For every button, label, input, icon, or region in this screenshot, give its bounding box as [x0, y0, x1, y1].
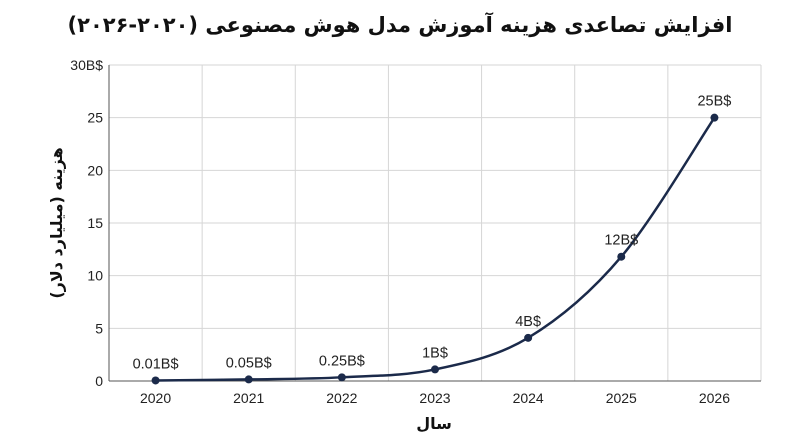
data-labels: 0.01B$ 0.05B$ 0.25B$ 1B$ 4B$ 12B$ 25B$: [133, 94, 732, 373]
data-label: 0.05B$: [226, 355, 272, 371]
x-tick-label: 2021: [233, 390, 264, 406]
data-point: [617, 252, 626, 261]
y-tick-label: 20: [87, 162, 103, 178]
data-point: [151, 376, 160, 385]
data-label: 1B$: [422, 345, 448, 361]
y-tick-label: 5: [95, 320, 103, 336]
x-tick-label: 2020: [140, 390, 171, 406]
x-axis-title: سال: [416, 414, 452, 433]
data-point: [524, 333, 533, 342]
y-tick-label: 10: [87, 268, 103, 284]
x-tick-label: 2022: [326, 390, 357, 406]
x-tick-label: 2025: [606, 390, 637, 406]
chart-title: افزایش تصاعدی هزینه آموزش مدل هوش مصنوعی…: [68, 12, 733, 37]
data-label: 12B$: [604, 233, 638, 249]
x-tick-label: 2024: [513, 390, 544, 406]
x-tick-label: 2023: [419, 390, 450, 406]
y-axis-title: هزینه (میلیارد دلار): [47, 147, 66, 298]
y-tick-label: 25: [87, 110, 103, 126]
data-point: [337, 373, 346, 382]
data-points: [151, 113, 719, 385]
y-tick-labels: 0 5 10 15 20 25 30B$: [70, 57, 103, 389]
data-label: 4B$: [515, 314, 541, 330]
data-label: 0.01B$: [133, 356, 179, 372]
grid-lines: [109, 64, 762, 381]
x-tick-label: 2026: [699, 390, 730, 406]
data-label: 0.25B$: [319, 353, 365, 369]
x-tick-labels: 2020 2021 2022 2023 2024 2025 2026: [140, 390, 730, 406]
y-tick-label: 0: [95, 373, 103, 389]
data-label: 25B$: [697, 94, 731, 110]
data-point: [244, 375, 253, 384]
data-point: [431, 365, 439, 374]
series-line: [155, 116, 716, 382]
data-point: [710, 113, 719, 122]
y-tick-label: 15: [87, 215, 103, 231]
y-tick-label: 30B$: [70, 57, 103, 73]
